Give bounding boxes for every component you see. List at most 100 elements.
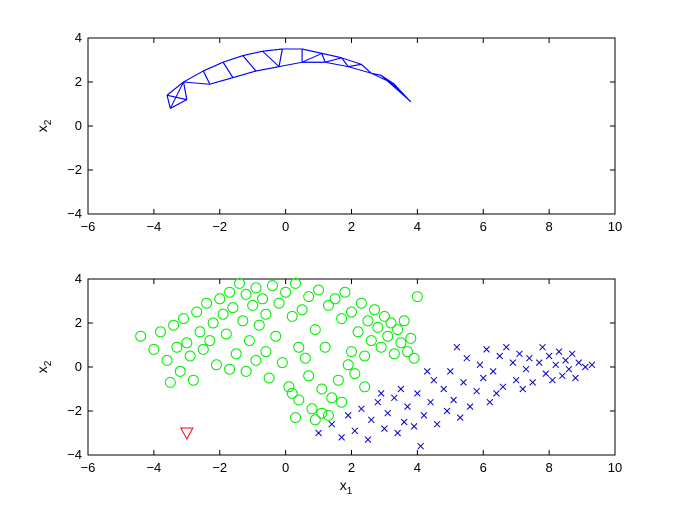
scatter-point-circle: [372, 321, 384, 333]
graph-edge: [202, 70, 211, 85]
scatter-point-circle: [303, 370, 315, 382]
scatter-point-circle: [299, 352, 311, 364]
scatter-point-circle: [382, 330, 394, 342]
x-marker-stroke: [588, 361, 596, 369]
graph-edge: [170, 99, 188, 109]
scatter-point-x: [526, 354, 533, 362]
x-marker-stroke: [512, 376, 520, 384]
axes-frame-top: [87, 37, 616, 215]
x-marker-stroke: [417, 442, 425, 450]
scatter-point-circle: [306, 403, 318, 415]
scatter-point-circle: [319, 341, 331, 353]
scatter-point-x: [377, 390, 385, 397]
y-axis-label-top-sub: 2: [43, 119, 54, 125]
scatter-point-circle: [164, 376, 176, 388]
x-marker-stroke: [460, 379, 467, 386]
scatter-point-circle: [293, 341, 305, 353]
scatter-point-circle: [280, 286, 292, 298]
x-tick-label: 10: [608, 219, 622, 234]
x-tick-label: −6: [81, 219, 96, 234]
x-tick-label: 2: [348, 219, 355, 234]
scatter-point-circle: [207, 317, 219, 329]
scatter-point-circle: [217, 308, 229, 320]
scatter-point-x: [479, 374, 487, 382]
scatter-point-circle: [398, 315, 410, 327]
scatter-point-x: [381, 425, 388, 432]
scatter-point-circle: [230, 348, 242, 360]
scatter-point-circle: [247, 299, 259, 311]
y-axis-label-bottom-sub: 2: [43, 360, 54, 366]
graph-edge: [209, 77, 234, 85]
x-marker-stroke: [519, 385, 527, 393]
x-marker-stroke: [582, 363, 589, 371]
scatter-point-circle: [352, 326, 364, 338]
scatter-point-circle: [154, 326, 166, 338]
x-marker-stroke: [522, 365, 530, 373]
scatter-point-x: [562, 357, 569, 364]
x-marker-stroke: [414, 390, 421, 397]
scatter-point-circle: [401, 346, 413, 358]
x-marker-stroke: [328, 420, 336, 428]
x-tick-label: 10: [608, 460, 622, 475]
scatter-point-x: [582, 363, 589, 371]
scatter-point-x: [496, 352, 504, 360]
scatter-point-circle: [266, 280, 278, 292]
scatter-point-x: [460, 379, 467, 386]
x-marker-stroke: [545, 352, 553, 360]
scatter-point-x: [397, 385, 405, 393]
x-marker-stroke: [430, 376, 438, 384]
scatter-point-circle: [224, 286, 236, 298]
x-marker-stroke: [344, 412, 352, 419]
scatter-point-circle: [234, 277, 246, 289]
scatter-point-circle: [359, 381, 371, 393]
graph-edge: [262, 50, 280, 67]
y-tick-label: −4: [67, 447, 82, 462]
x-marker-stroke: [440, 385, 448, 393]
scatter-point-x: [486, 398, 494, 406]
x-marker-stroke: [529, 379, 537, 386]
graph-edge: [242, 55, 257, 72]
scatter-point-x: [367, 416, 375, 424]
scatter-point-x: [512, 376, 520, 384]
scatter-point-x: [390, 394, 398, 402]
x-ticks-top: −6 −4 −2 0 2 4 6 8 10: [81, 38, 622, 234]
scatter-point-x: [539, 343, 546, 351]
scatter-point-circle: [365, 335, 377, 347]
x-marker-stroke: [486, 398, 494, 406]
scatter-point-x: [466, 403, 474, 410]
x-tick-label: 6: [480, 219, 487, 234]
graph-edge: [166, 94, 187, 101]
scatter-point-x: [433, 420, 441, 428]
graph-edge: [348, 66, 372, 74]
scatter-point-x: [338, 434, 345, 441]
scatter-point-x: [446, 368, 454, 375]
graph-edge: [393, 83, 399, 89]
x-tick-label: 2: [348, 460, 355, 475]
scatter-point-circle: [336, 396, 348, 408]
scatter-point-x: [440, 385, 448, 393]
scatter-point-x: [430, 376, 438, 384]
y-tick-label: 0: [75, 118, 82, 133]
x-marker-stroke: [404, 403, 411, 410]
x-marker-stroke: [450, 396, 457, 404]
x-marker-stroke: [400, 418, 408, 426]
scatter-point-circle: [375, 341, 387, 353]
x-marker-stroke: [499, 383, 507, 391]
x-axis-label-bottom: x1: [340, 477, 353, 497]
scatter-point-x: [423, 368, 431, 375]
scatter-point-circle: [181, 337, 193, 349]
x-marker-stroke: [483, 346, 490, 353]
scatter-point-circle: [220, 328, 232, 340]
scatter-point-x: [572, 374, 579, 382]
scatter-point-circle: [316, 407, 328, 419]
scatter-point-x: [358, 405, 365, 413]
x-marker-stroke: [575, 359, 583, 366]
x-marker-stroke: [456, 414, 464, 421]
x-marker-stroke: [315, 429, 322, 437]
scatter-point-circle: [178, 313, 190, 325]
scatter-point-x: [502, 343, 510, 351]
x-marker-stroke: [453, 343, 461, 351]
scatter-point-circle: [309, 324, 321, 336]
